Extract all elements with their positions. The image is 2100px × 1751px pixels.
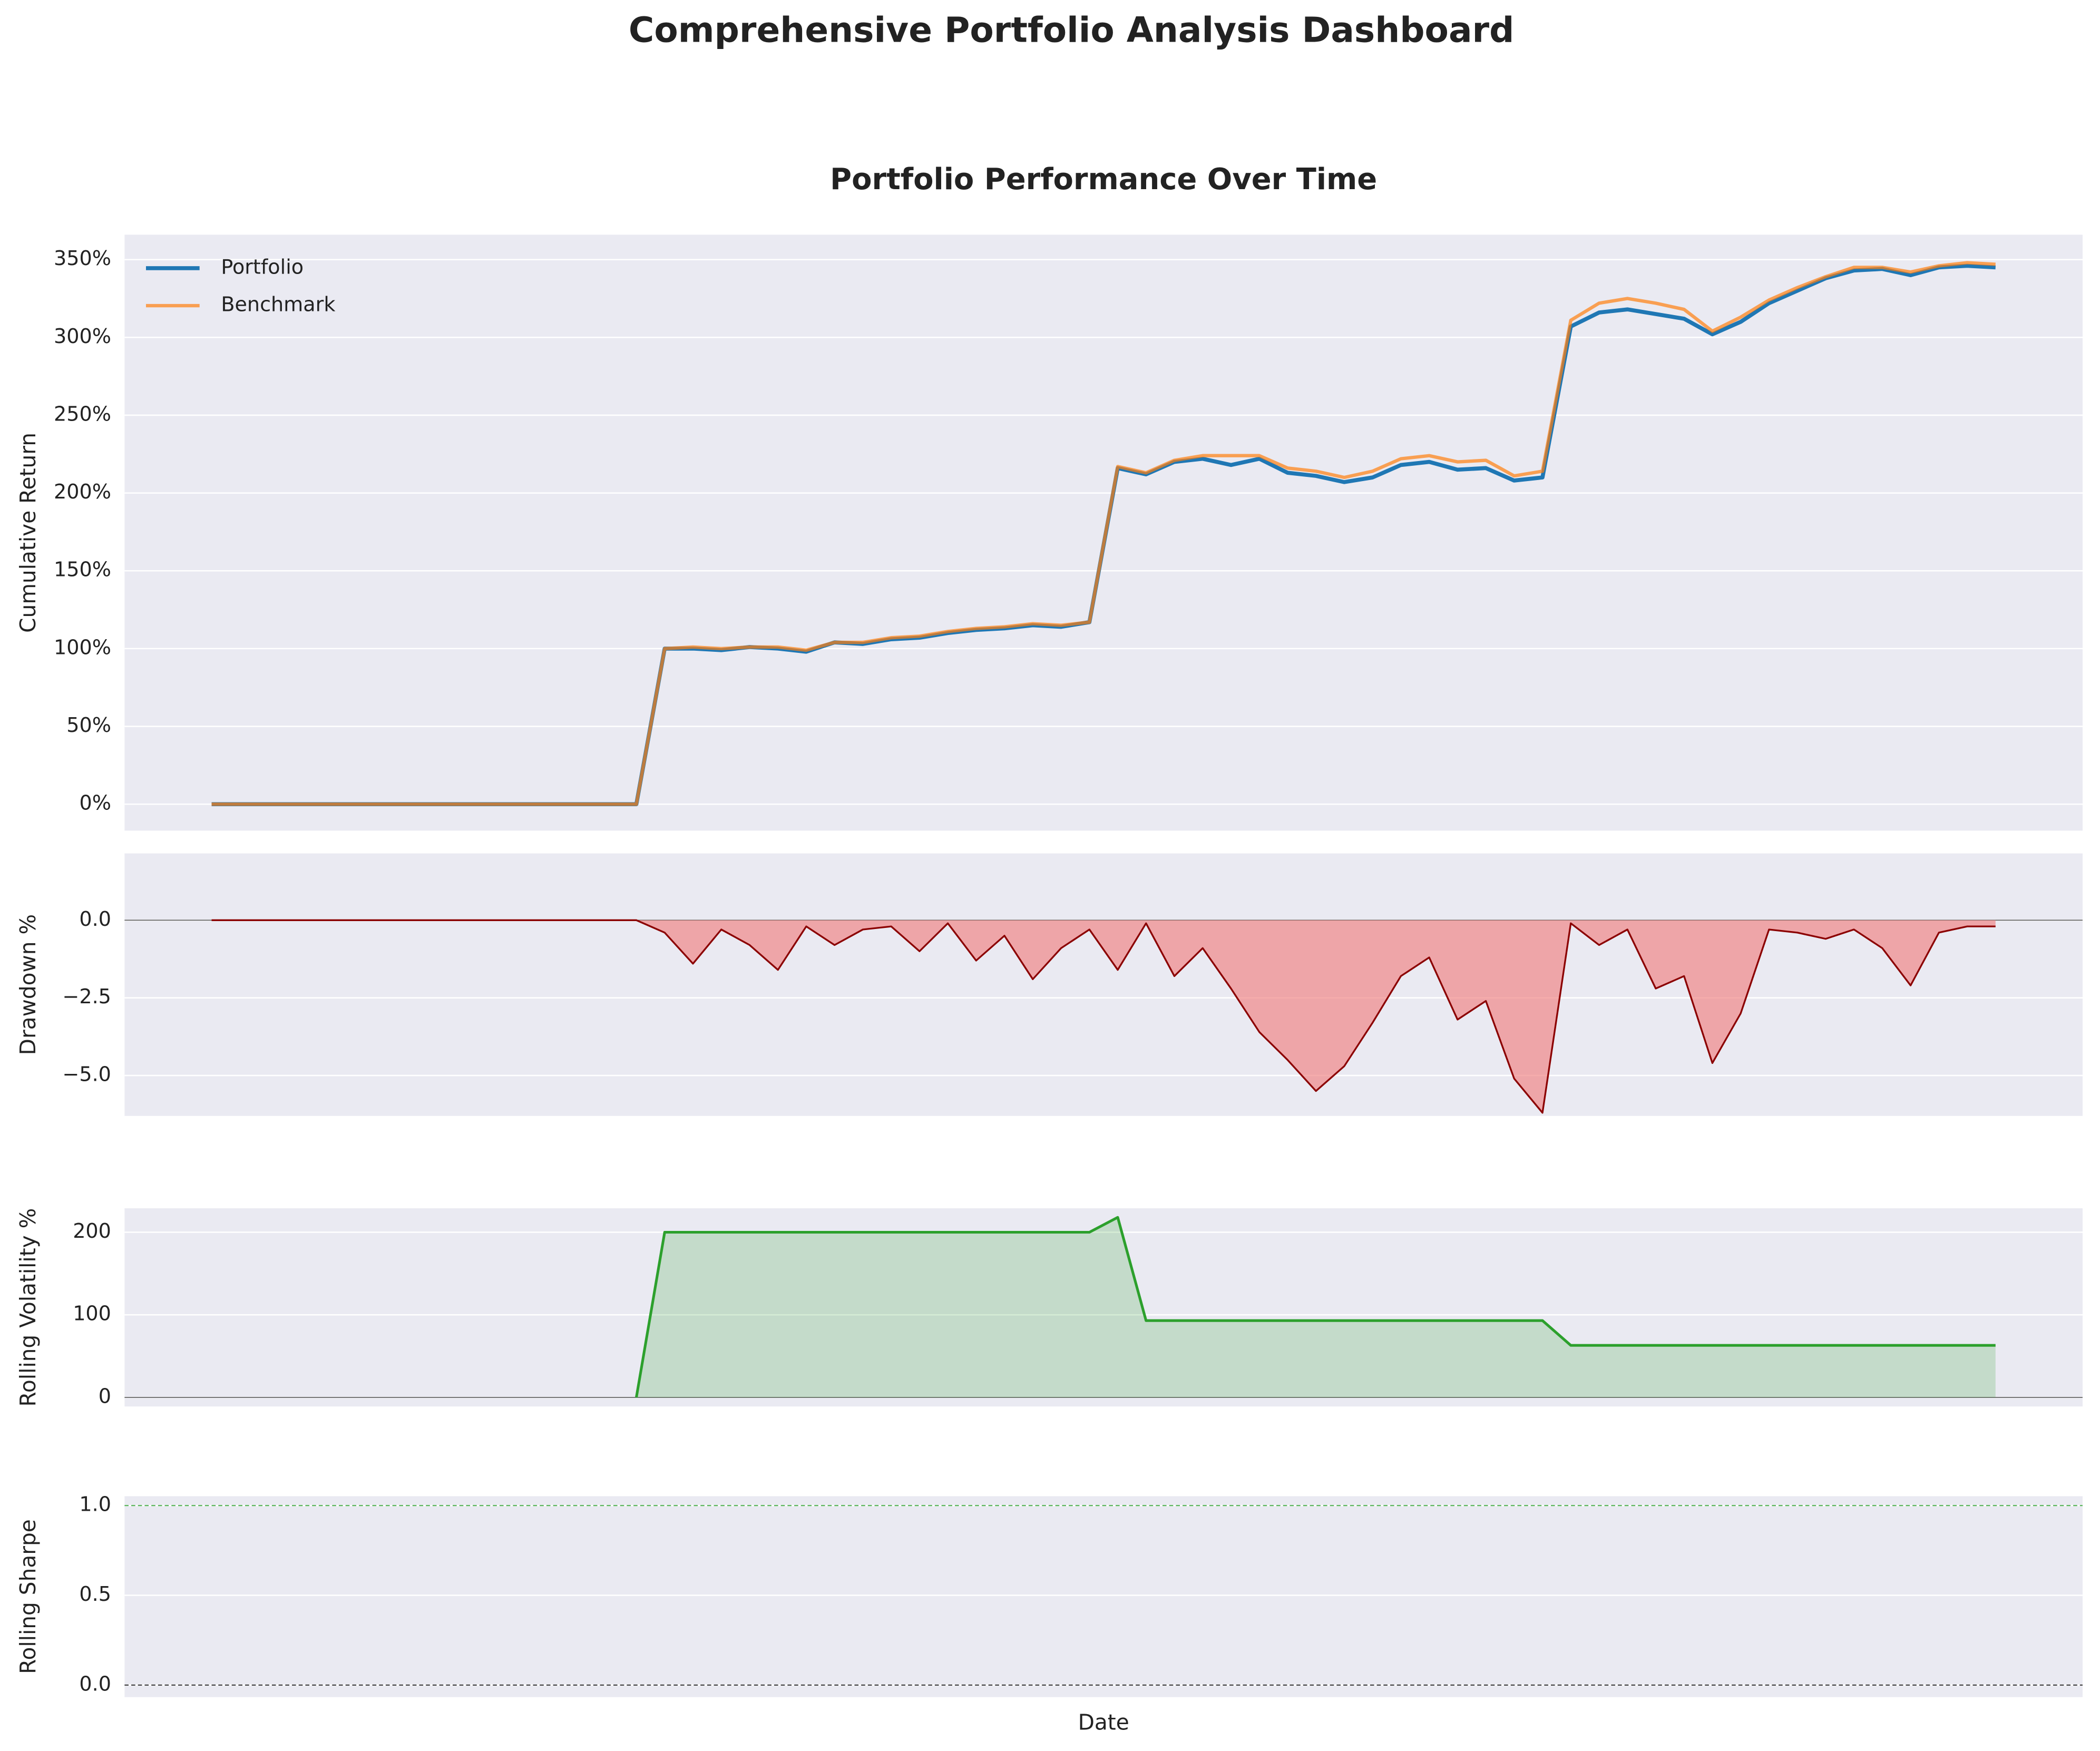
plot-area	[124, 853, 2083, 1116]
y-tick-label: 0.0	[79, 907, 111, 931]
y-tick-label: 50%	[66, 713, 111, 737]
y-tick-label: 100	[73, 1302, 111, 1325]
y-tick-label: 0%	[79, 791, 111, 815]
dashboard-title: Comprehensive Portfolio Analysis Dashboa…	[629, 10, 1514, 51]
plot-area	[124, 1208, 2083, 1407]
y-tick-label: −5.0	[62, 1063, 111, 1086]
y-axis-label: Rolling Sharpe	[15, 1519, 41, 1674]
y-tick-label: 150%	[54, 558, 111, 581]
y-tick-label: 250%	[54, 402, 111, 425]
y-tick-label: 100%	[54, 635, 111, 659]
y-tick-label: 0.0	[79, 1672, 111, 1695]
y-tick-label: 200%	[54, 480, 111, 503]
y-axis-label: Drawdown %	[15, 914, 41, 1055]
plot-area	[124, 234, 2083, 831]
y-tick-label: 300%	[54, 325, 111, 348]
plot-area	[124, 1496, 2083, 1697]
y-tick-label: 0.5	[79, 1582, 111, 1606]
y-tick-label: −2.5	[62, 985, 111, 1008]
y-tick-label: 1.0	[79, 1493, 111, 1516]
y-tick-label: 200	[73, 1219, 111, 1243]
y-tick-label: 350%	[54, 247, 111, 270]
series-line	[211, 919, 1996, 1114]
area-fill	[636, 1217, 1996, 1397]
y-tick-label: 0	[99, 1384, 111, 1407]
series-line	[635, 1216, 1996, 1398]
y-axis-label: Cumulative Return	[15, 433, 41, 633]
chart-title: Portfolio Performance Over Time	[830, 162, 1377, 197]
y-axis-label: Rolling Volatility %	[15, 1208, 41, 1407]
series-line	[211, 261, 1996, 806]
x-axis-label: Date	[1078, 1710, 1129, 1735]
legend-label: Portfolio	[221, 255, 304, 278]
legend-label: Benchmark	[221, 293, 335, 316]
